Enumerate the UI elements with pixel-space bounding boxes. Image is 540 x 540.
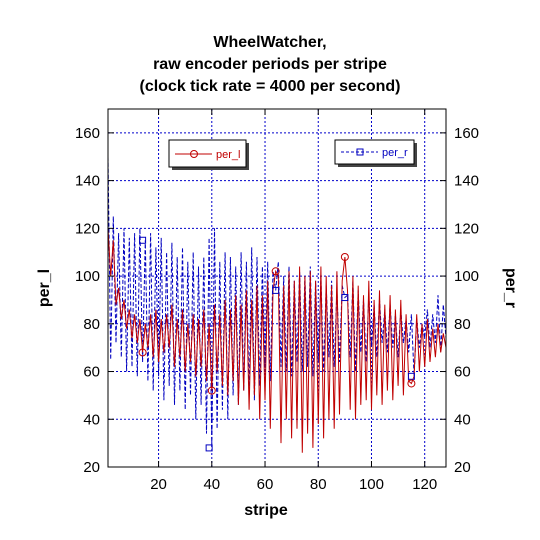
point-marker-per-r bbox=[341, 294, 349, 302]
y-tick-label-right: 40 bbox=[454, 411, 471, 428]
y-axis-label-right: per_r bbox=[502, 268, 519, 308]
x-axis-label: stripe bbox=[244, 502, 288, 519]
point-marker-per-l bbox=[207, 386, 216, 395]
legend-circle-marker-icon bbox=[190, 150, 198, 158]
point-marker-per-l bbox=[138, 348, 147, 357]
series-line-per-l bbox=[108, 228, 446, 453]
x-tick-label: 120 bbox=[412, 476, 437, 493]
y-tick-label-right: 120 bbox=[454, 220, 479, 237]
y-tick-label: 120 bbox=[75, 220, 100, 237]
y-tick-label-right: 160 bbox=[454, 125, 479, 142]
title-line-3: (clock tick rate = 4000 per second) bbox=[139, 78, 400, 95]
legend-label: per_r bbox=[382, 147, 408, 159]
series-line-per-r bbox=[108, 156, 446, 448]
y-tick-label: 40 bbox=[83, 411, 100, 428]
chart-title: WheelWatcher, raw encoder periods per st… bbox=[139, 34, 400, 95]
legend-per-r: per_r bbox=[334, 139, 417, 167]
y-tick-label: 60 bbox=[83, 364, 100, 381]
point-marker-per-r bbox=[139, 236, 147, 244]
point-marker-per-r bbox=[407, 372, 415, 380]
legend-per-l: per_l bbox=[168, 139, 249, 170]
x-tick-label: 20 bbox=[150, 476, 167, 493]
y-tick-label-right: 140 bbox=[454, 173, 479, 190]
y-tick-label: 20 bbox=[83, 459, 100, 476]
x-tick-label: 40 bbox=[203, 476, 220, 493]
point-marker-per-l bbox=[407, 379, 416, 388]
y-tick-label: 80 bbox=[83, 316, 100, 333]
x-tick-label: 80 bbox=[310, 476, 327, 493]
y-axis-label-left: per_l bbox=[36, 269, 53, 307]
point-marker-per-l bbox=[340, 252, 349, 261]
y-tick-label-right: 80 bbox=[454, 316, 471, 333]
plot-frame bbox=[107, 108, 447, 468]
point-marker-per-r bbox=[272, 286, 280, 294]
y-tick-label: 100 bbox=[75, 268, 100, 285]
x-tick-label: 60 bbox=[257, 476, 274, 493]
y-tick-label-right: 100 bbox=[454, 268, 479, 285]
ticks: 20 20 40 40 60 60 80 80 100 100 120 120 140 140 160 160… bbox=[75, 109, 479, 493]
point-marker-per-r bbox=[205, 444, 213, 452]
title-line-1: WheelWatcher, bbox=[213, 34, 326, 51]
y-tick-label: 140 bbox=[75, 173, 100, 190]
title-line-2: raw encoder periods per stripe bbox=[153, 56, 387, 73]
x-tick-label: 100 bbox=[359, 476, 384, 493]
y-tick-label: 160 bbox=[75, 125, 100, 142]
y-tick-label-right: 20 bbox=[454, 459, 471, 476]
y-tick-label-right: 60 bbox=[454, 364, 471, 381]
legend-square-marker-icon bbox=[356, 148, 364, 156]
legend-label: per_l bbox=[216, 149, 240, 161]
plot-area bbox=[108, 156, 446, 453]
point-marker-per-l bbox=[271, 267, 280, 276]
